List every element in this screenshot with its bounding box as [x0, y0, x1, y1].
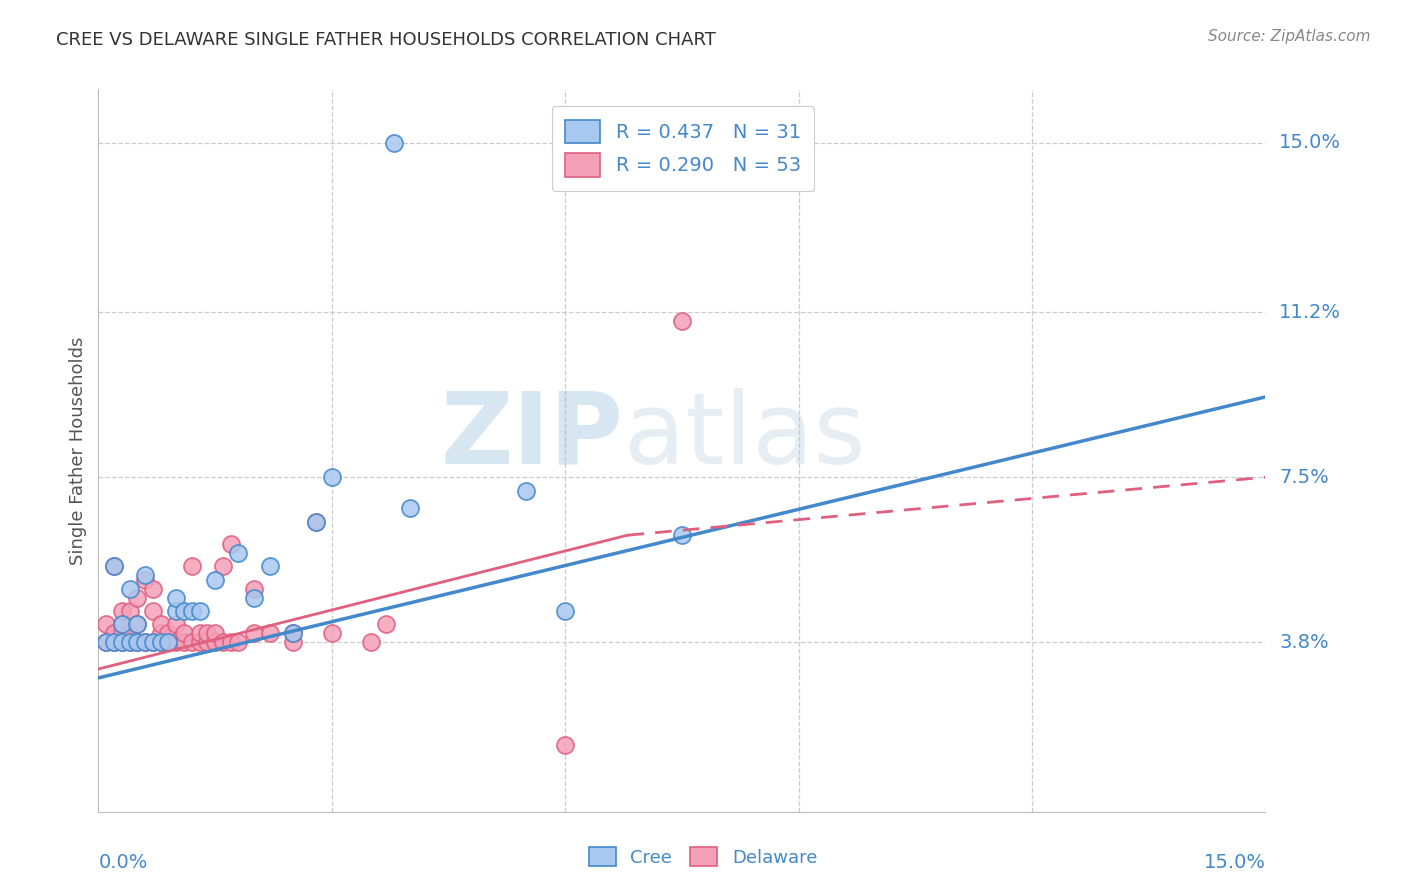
Point [219, 635, 242, 649]
Point [321, 626, 343, 640]
Text: 3.8%: 3.8% [1279, 632, 1329, 652]
Point [111, 604, 134, 618]
Text: 7.5%: 7.5% [1279, 467, 1329, 487]
Point [142, 635, 165, 649]
Point [165, 617, 187, 632]
Point [165, 635, 187, 649]
Point [103, 635, 125, 649]
Point [281, 626, 304, 640]
Text: 11.2%: 11.2% [1279, 302, 1341, 322]
Text: Source: ZipAtlas.com: Source: ZipAtlas.com [1208, 29, 1371, 44]
Point [180, 604, 202, 618]
Legend: Cree, Delaware: Cree, Delaware [582, 840, 824, 874]
Point [188, 635, 211, 649]
Point [173, 626, 195, 640]
Point [142, 582, 165, 596]
Point [382, 136, 405, 150]
Point [118, 582, 141, 596]
Point [212, 635, 235, 649]
Legend: R = 0.437   N = 31, R = 0.290   N = 53: R = 0.437 N = 31, R = 0.290 N = 53 [551, 106, 814, 191]
Point [204, 635, 226, 649]
Point [204, 626, 226, 640]
Point [134, 635, 156, 649]
Point [111, 626, 134, 640]
Point [195, 626, 218, 640]
Point [398, 501, 420, 516]
Point [195, 635, 218, 649]
Point [134, 573, 156, 587]
Point [127, 591, 149, 605]
Point [118, 635, 141, 649]
Text: 15.0%: 15.0% [1204, 854, 1265, 872]
Point [259, 626, 281, 640]
Point [118, 626, 141, 640]
Point [111, 617, 134, 632]
Point [118, 635, 141, 649]
Point [127, 635, 149, 649]
Point [554, 738, 576, 752]
Point [157, 635, 180, 649]
Point [515, 483, 537, 498]
Point [96, 635, 118, 649]
Point [243, 626, 266, 640]
Point [180, 635, 202, 649]
Point [228, 546, 250, 560]
Text: 0.0%: 0.0% [98, 854, 148, 872]
Point [103, 626, 125, 640]
Point [173, 635, 195, 649]
Point [281, 626, 304, 640]
Point [671, 528, 693, 542]
Point [204, 573, 226, 587]
Point [180, 559, 202, 574]
Point [281, 635, 304, 649]
Point [118, 604, 141, 618]
Text: CREE VS DELAWARE SINGLE FATHER HOUSEHOLDS CORRELATION CHART: CREE VS DELAWARE SINGLE FATHER HOUSEHOLD… [56, 31, 716, 49]
Point [554, 604, 576, 618]
Point [149, 617, 172, 632]
Point [149, 635, 172, 649]
Point [96, 635, 118, 649]
Point [212, 559, 235, 574]
Point [103, 635, 125, 649]
Point [103, 559, 125, 574]
Text: atlas: atlas [624, 387, 865, 484]
Text: ZIP: ZIP [440, 387, 624, 484]
Point [142, 604, 165, 618]
Y-axis label: Single Father Households: Single Father Households [69, 336, 87, 565]
Point [188, 626, 211, 640]
Point [360, 635, 382, 649]
Point [243, 582, 266, 596]
Point [243, 591, 266, 605]
Point [134, 568, 156, 582]
Point [127, 617, 149, 632]
Point [671, 314, 693, 328]
Point [375, 617, 398, 632]
Point [173, 604, 195, 618]
Point [111, 635, 134, 649]
Point [111, 617, 134, 632]
Point [103, 559, 125, 574]
Point [127, 635, 149, 649]
Point [321, 470, 343, 484]
Point [305, 515, 328, 529]
Point [149, 635, 172, 649]
Point [111, 635, 134, 649]
Point [165, 604, 187, 618]
Point [165, 591, 187, 605]
Point [142, 635, 165, 649]
Point [96, 617, 118, 632]
Point [219, 537, 242, 551]
Point [157, 626, 180, 640]
Point [188, 604, 211, 618]
Point [259, 559, 281, 574]
Point [157, 635, 180, 649]
Text: 15.0%: 15.0% [1279, 133, 1341, 153]
Point [127, 617, 149, 632]
Point [228, 635, 250, 649]
Point [305, 515, 328, 529]
Point [134, 635, 156, 649]
Point [149, 626, 172, 640]
